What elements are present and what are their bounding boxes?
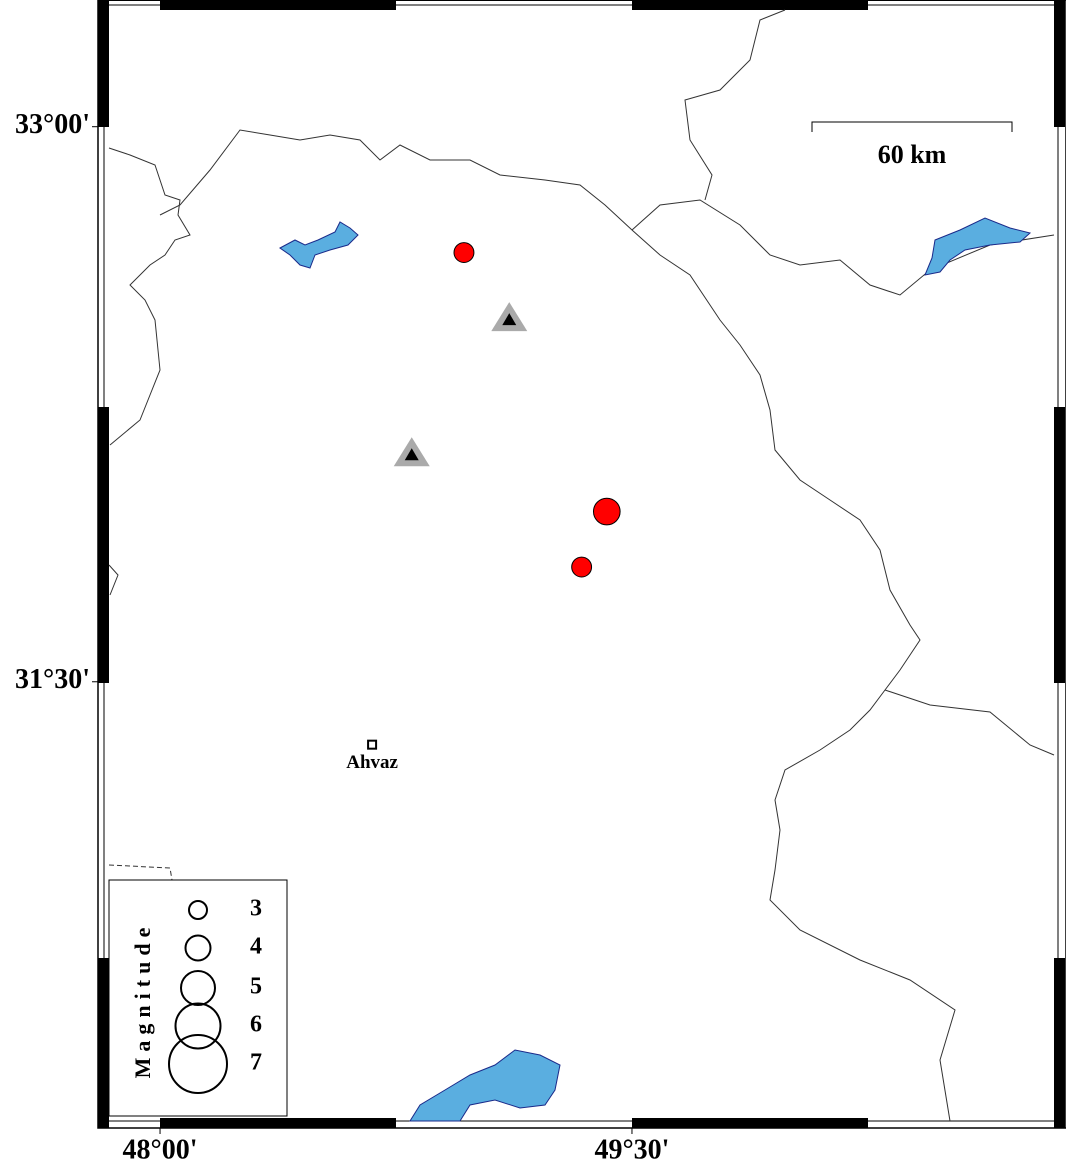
event <box>571 556 593 578</box>
legend-label: 4 <box>250 934 262 960</box>
legend-label: 3 <box>250 896 262 922</box>
event <box>592 497 621 526</box>
scale-label: 60 km <box>878 140 947 169</box>
legend-label: 7 <box>250 1050 262 1076</box>
frame <box>97 0 1066 1129</box>
y-tick-label: 33°00' <box>15 109 90 140</box>
station-core <box>404 448 419 461</box>
scale-bar: 60 km <box>811 121 1013 169</box>
legend: Magnitude 3 4 5 6 7 <box>108 879 288 1117</box>
legend-label: 6 <box>250 1012 262 1038</box>
event <box>453 242 475 263</box>
legend-circle <box>180 970 216 1006</box>
city-label: Ahvaz <box>346 752 398 773</box>
legend-label: 5 <box>250 974 262 1000</box>
x-tick-label: 49°30' <box>594 1134 669 1165</box>
legend-circle <box>184 934 212 962</box>
y-tick-label: 31°30' <box>15 664 90 695</box>
station-core <box>502 313 517 326</box>
legend-circle <box>168 1034 228 1094</box>
legend-circle <box>174 1002 222 1050</box>
x-tick-label: 48°00' <box>123 1134 198 1165</box>
borders <box>108 9 1055 1122</box>
legend-circle <box>188 900 208 920</box>
city-marker <box>367 739 378 750</box>
water <box>279 217 1032 1122</box>
legend-title: Magnitude <box>130 922 155 1079</box>
